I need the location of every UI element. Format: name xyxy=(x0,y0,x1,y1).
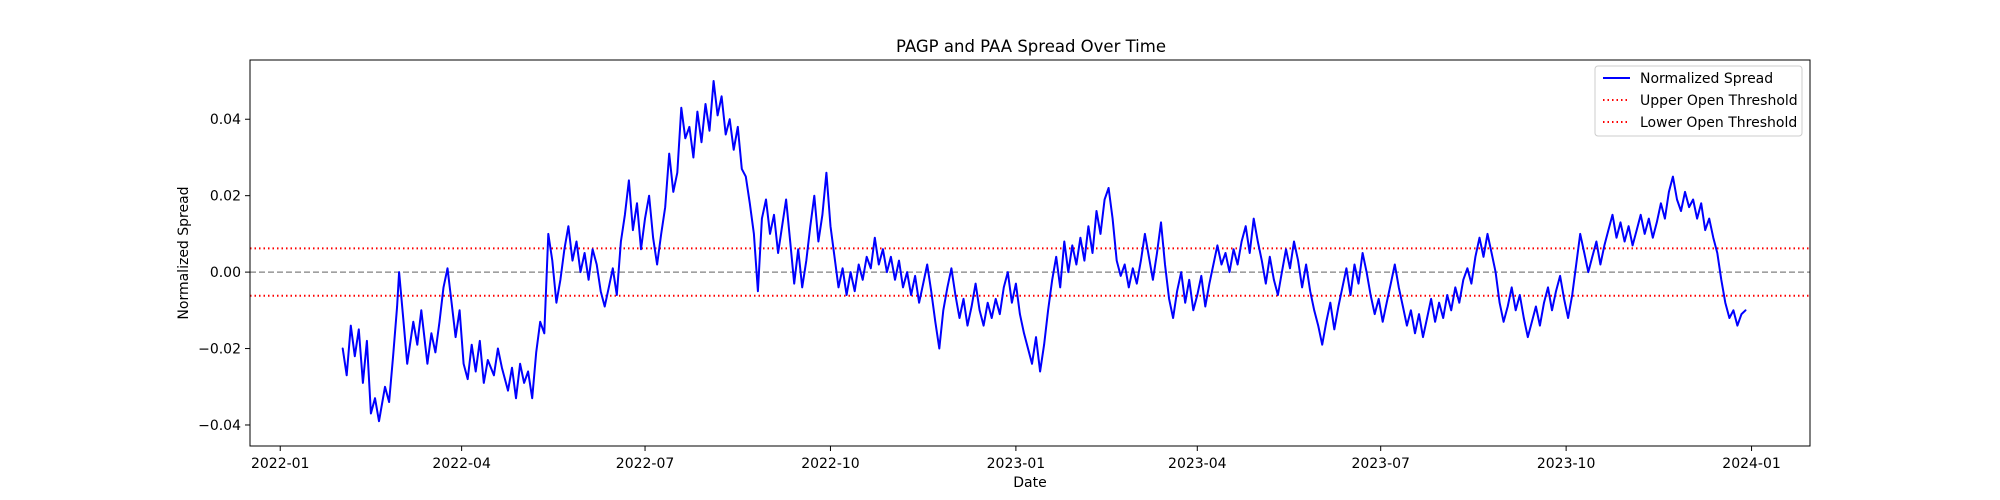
x-axis-label: Date xyxy=(1013,475,1046,491)
series-group xyxy=(341,80,1747,423)
legend-label-spread: Normalized Spread xyxy=(1640,71,1773,87)
y-tick-label: 0.00 xyxy=(210,265,241,281)
y-tick-label: −0.02 xyxy=(198,342,241,358)
y-axis: 0.04 0.02 0.00 −0.02 −0.04 xyxy=(198,112,250,434)
x-tick-label: 2022-07 xyxy=(616,456,675,472)
plot-area xyxy=(250,80,1810,423)
chart-title: PAGP and PAA Spread Over Time xyxy=(896,37,1166,56)
series-line-normalized-spread xyxy=(341,80,1747,423)
x-axis: 2022-01 2022-04 2022-07 2022-10 2023-01 2023-… xyxy=(251,446,1781,472)
x-tick-label: 2022-01 xyxy=(251,456,310,472)
y-tick-label: 0.04 xyxy=(210,112,241,128)
legend-label-upper-threshold: Upper Open Threshold xyxy=(1640,93,1798,109)
y-axis-label: Normalized Spread xyxy=(176,186,192,319)
y-tick-label: −0.04 xyxy=(198,418,241,434)
legend-label-lower-threshold: Lower Open Threshold xyxy=(1640,115,1797,131)
y-tick-label: 0.02 xyxy=(210,189,241,205)
x-tick-label: 2023-07 xyxy=(1351,456,1410,472)
legend: Normalized Spread Upper Open Threshold L… xyxy=(1594,65,1803,137)
reference-lines xyxy=(250,247,1810,297)
x-tick-label: 2024-01 xyxy=(1722,456,1781,472)
axes-frame xyxy=(249,59,1811,447)
x-tick-label: 2022-10 xyxy=(801,456,860,472)
x-tick-label: 2023-01 xyxy=(987,456,1046,472)
x-tick-label: 2023-10 xyxy=(1537,456,1596,472)
x-tick-label: 2022-04 xyxy=(432,456,491,472)
legend-box xyxy=(1594,65,1803,137)
x-tick-label: 2023-04 xyxy=(1168,456,1227,472)
